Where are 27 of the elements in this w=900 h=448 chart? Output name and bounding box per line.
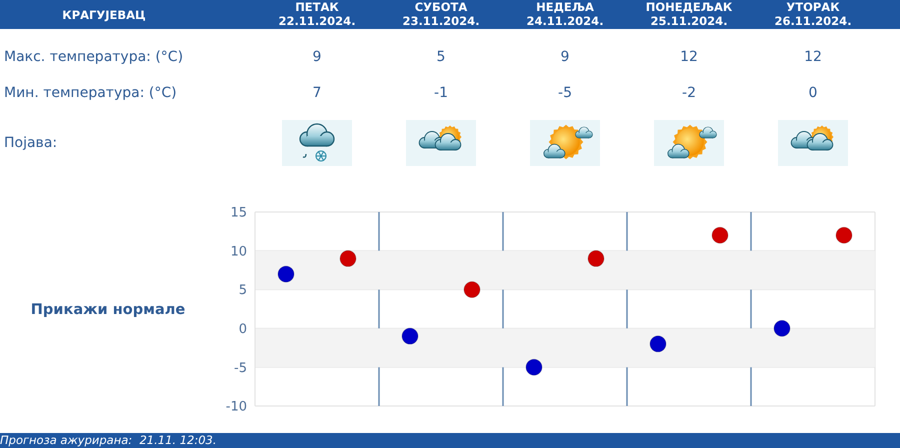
- y-tick-label: -5: [234, 360, 247, 376]
- data-label: 0: [808, 84, 818, 102]
- data-label: 12: [679, 48, 699, 66]
- text: КРАГУЈЕВАЦ: [61, 8, 147, 22]
- text: ПОНЕДЕЉАК 25.11.2024.: [644, 0, 734, 28]
- data-label: 9: [312, 48, 322, 66]
- text: Прогноза ажурирана: 21.11. 12:03.: [0, 433, 217, 448]
- data-label: 5: [436, 48, 446, 66]
- text: Појава:: [4, 134, 58, 152]
- text: Мин. температура: (°C): [4, 84, 177, 102]
- text: Прикажи нормале: [30, 301, 186, 320]
- text: ПЕТАК 22.11.2024.: [277, 0, 357, 28]
- y-tick-label: 15: [230, 206, 247, 221]
- data-label: 7: [312, 84, 322, 102]
- data-label: 9: [560, 48, 570, 66]
- y-tick-label: -10: [226, 400, 247, 415]
- y-tick-label: 5: [238, 283, 247, 298]
- data-label: -5: [557, 84, 573, 102]
- y-tick-label: 0: [238, 322, 247, 338]
- data-label: -2: [681, 84, 697, 102]
- text: НЕДЕЉА 24.11.2024.: [525, 0, 605, 28]
- data-label: -1: [433, 84, 449, 102]
- y-tick-label: 10: [230, 244, 247, 260]
- text: СУБОТА 23.11.2024.: [401, 0, 481, 28]
- data-label: 12: [803, 48, 823, 66]
- text: УТОРАК 26.11.2024.: [773, 0, 853, 28]
- text: Макс. температура: (°C): [4, 48, 184, 66]
